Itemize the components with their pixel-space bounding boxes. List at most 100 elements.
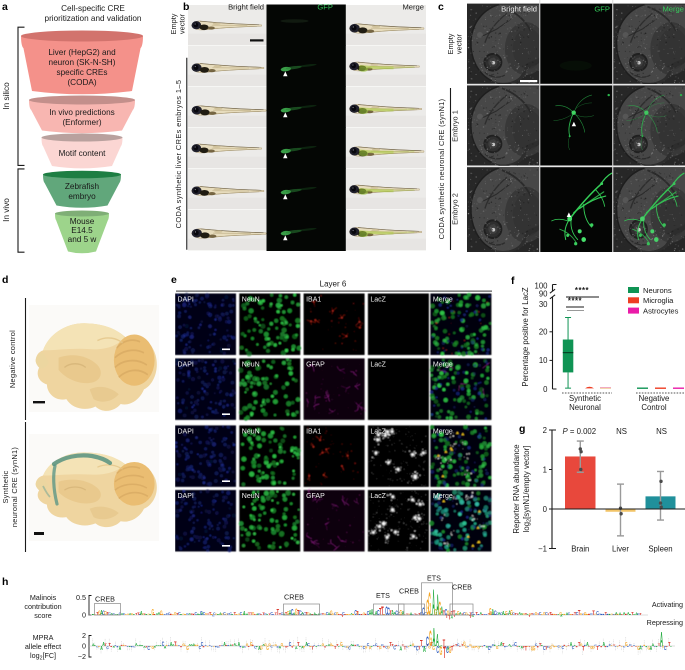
svg-text:T: T <box>514 613 517 616</box>
svg-text:C: C <box>342 611 345 616</box>
svg-text:G: G <box>160 610 163 617</box>
svg-text:G: G <box>330 609 333 616</box>
svg-text:T: T <box>356 610 359 616</box>
svg-text:Synthetic: Synthetic <box>1 470 10 503</box>
svg-text:A: A <box>423 645 426 654</box>
svg-text:C: C <box>512 644 515 646</box>
svg-text:A: A <box>313 612 316 616</box>
svg-text:T: T <box>406 613 409 615</box>
svg-text:Repressing: Repressing <box>647 618 683 627</box>
svg-text:G: G <box>465 646 468 649</box>
svg-text:C: C <box>496 613 499 616</box>
svg-text:C: C <box>424 646 427 650</box>
svg-text:C: C <box>463 611 466 616</box>
svg-text:NS: NS <box>616 427 627 436</box>
svg-text:T: T <box>106 611 109 616</box>
svg-text:G: G <box>428 586 431 623</box>
svg-text:G: G <box>551 645 554 647</box>
svg-text:G: G <box>182 643 185 647</box>
svg-text:LacZ: LacZ <box>370 428 386 435</box>
svg-text:T: T <box>574 611 577 616</box>
svg-text:90: 90 <box>539 289 548 298</box>
svg-text:C: C <box>244 646 247 648</box>
svg-text:C: C <box>629 644 632 646</box>
svg-text:T: T <box>545 645 548 650</box>
svg-text:G: G <box>281 642 284 647</box>
svg-text:Cell-specific CRE: Cell-specific CRE <box>61 4 125 13</box>
svg-text:Merge: Merge <box>433 428 453 435</box>
svg-text:Embryo 2: Embryo 2 <box>451 193 460 225</box>
svg-text:A: A <box>129 613 132 615</box>
svg-text:G: G <box>533 645 536 652</box>
svg-text:Layer 6: Layer 6 <box>320 280 347 289</box>
svg-text:A: A <box>459 611 462 617</box>
svg-text:T: T <box>234 610 237 616</box>
svg-text:C: C <box>178 611 181 617</box>
svg-text:G: G <box>469 644 472 647</box>
svg-text:C: C <box>223 611 226 616</box>
svg-text:Negative: Negative <box>639 394 670 403</box>
svg-text:G: G <box>580 642 583 647</box>
svg-text:T: T <box>418 613 421 616</box>
svg-text:NeuN: NeuN <box>242 493 260 500</box>
svg-text:E14.5: E14.5 <box>71 226 93 235</box>
svg-text:A: A <box>433 623 436 652</box>
svg-text:G: G <box>505 610 508 617</box>
svg-text:T: T <box>443 643 446 661</box>
svg-text:A: A <box>246 614 249 616</box>
svg-text:C: C <box>543 645 546 651</box>
svg-text:C: C <box>213 612 216 616</box>
svg-text:G: G <box>447 609 450 616</box>
svg-text:A: A <box>660 629 663 651</box>
svg-text:C: C <box>375 642 378 647</box>
svg-text:G: G <box>531 645 534 652</box>
svg-text:G: G <box>471 646 474 649</box>
svg-text:G: G <box>322 642 325 647</box>
svg-text:A: A <box>350 644 353 647</box>
svg-text:A: A <box>500 641 503 648</box>
svg-text:A: A <box>119 645 122 651</box>
svg-text:T: T <box>250 612 253 616</box>
svg-text:G: G <box>432 645 435 651</box>
svg-text:P = 0.002: P = 0.002 <box>562 427 596 436</box>
svg-text:A: A <box>164 646 167 650</box>
svg-text:A: A <box>619 611 622 616</box>
svg-text:A: A <box>502 610 505 616</box>
svg-text:T: T <box>145 646 148 648</box>
svg-text:G: G <box>363 611 366 616</box>
svg-text:allele effect: allele effect <box>25 642 61 651</box>
svg-text:C: C <box>446 645 449 656</box>
svg-text:G: G <box>246 642 249 647</box>
svg-text:A: A <box>188 644 191 647</box>
svg-text:C: C <box>303 612 306 616</box>
svg-text:G: G <box>648 645 651 651</box>
svg-text:T: T <box>341 615 344 617</box>
svg-text:C: C <box>258 613 261 616</box>
svg-text:A: A <box>566 611 569 616</box>
svg-text:0: 0 <box>82 611 86 620</box>
svg-text:T: T <box>658 642 661 647</box>
svg-text:A: A <box>560 615 563 617</box>
svg-text:G: G <box>477 646 480 650</box>
svg-text:G: G <box>266 645 269 651</box>
svg-text:CREB: CREB <box>399 587 419 596</box>
svg-text:Brain: Brain <box>571 545 589 554</box>
svg-text:A: A <box>570 641 573 648</box>
svg-text:Merge: Merge <box>433 361 453 368</box>
svg-text:T: T <box>502 642 505 647</box>
svg-text:C: C <box>201 641 204 648</box>
svg-text:A: A <box>450 614 453 620</box>
svg-text:A: A <box>262 644 265 647</box>
svg-text:Spleen: Spleen <box>648 545 672 554</box>
svg-text:C: C <box>539 610 542 616</box>
svg-text:A: A <box>100 645 103 651</box>
svg-text:C: C <box>186 613 189 615</box>
svg-text:G: G <box>590 645 593 650</box>
svg-text:A: A <box>410 612 413 616</box>
svg-text:C: C <box>348 645 351 651</box>
svg-text:T: T <box>104 642 107 647</box>
svg-text:Mouse: Mouse <box>70 217 95 226</box>
svg-text:A: A <box>219 612 222 616</box>
svg-text:A: A <box>371 607 374 616</box>
svg-text:A: A <box>639 645 642 651</box>
